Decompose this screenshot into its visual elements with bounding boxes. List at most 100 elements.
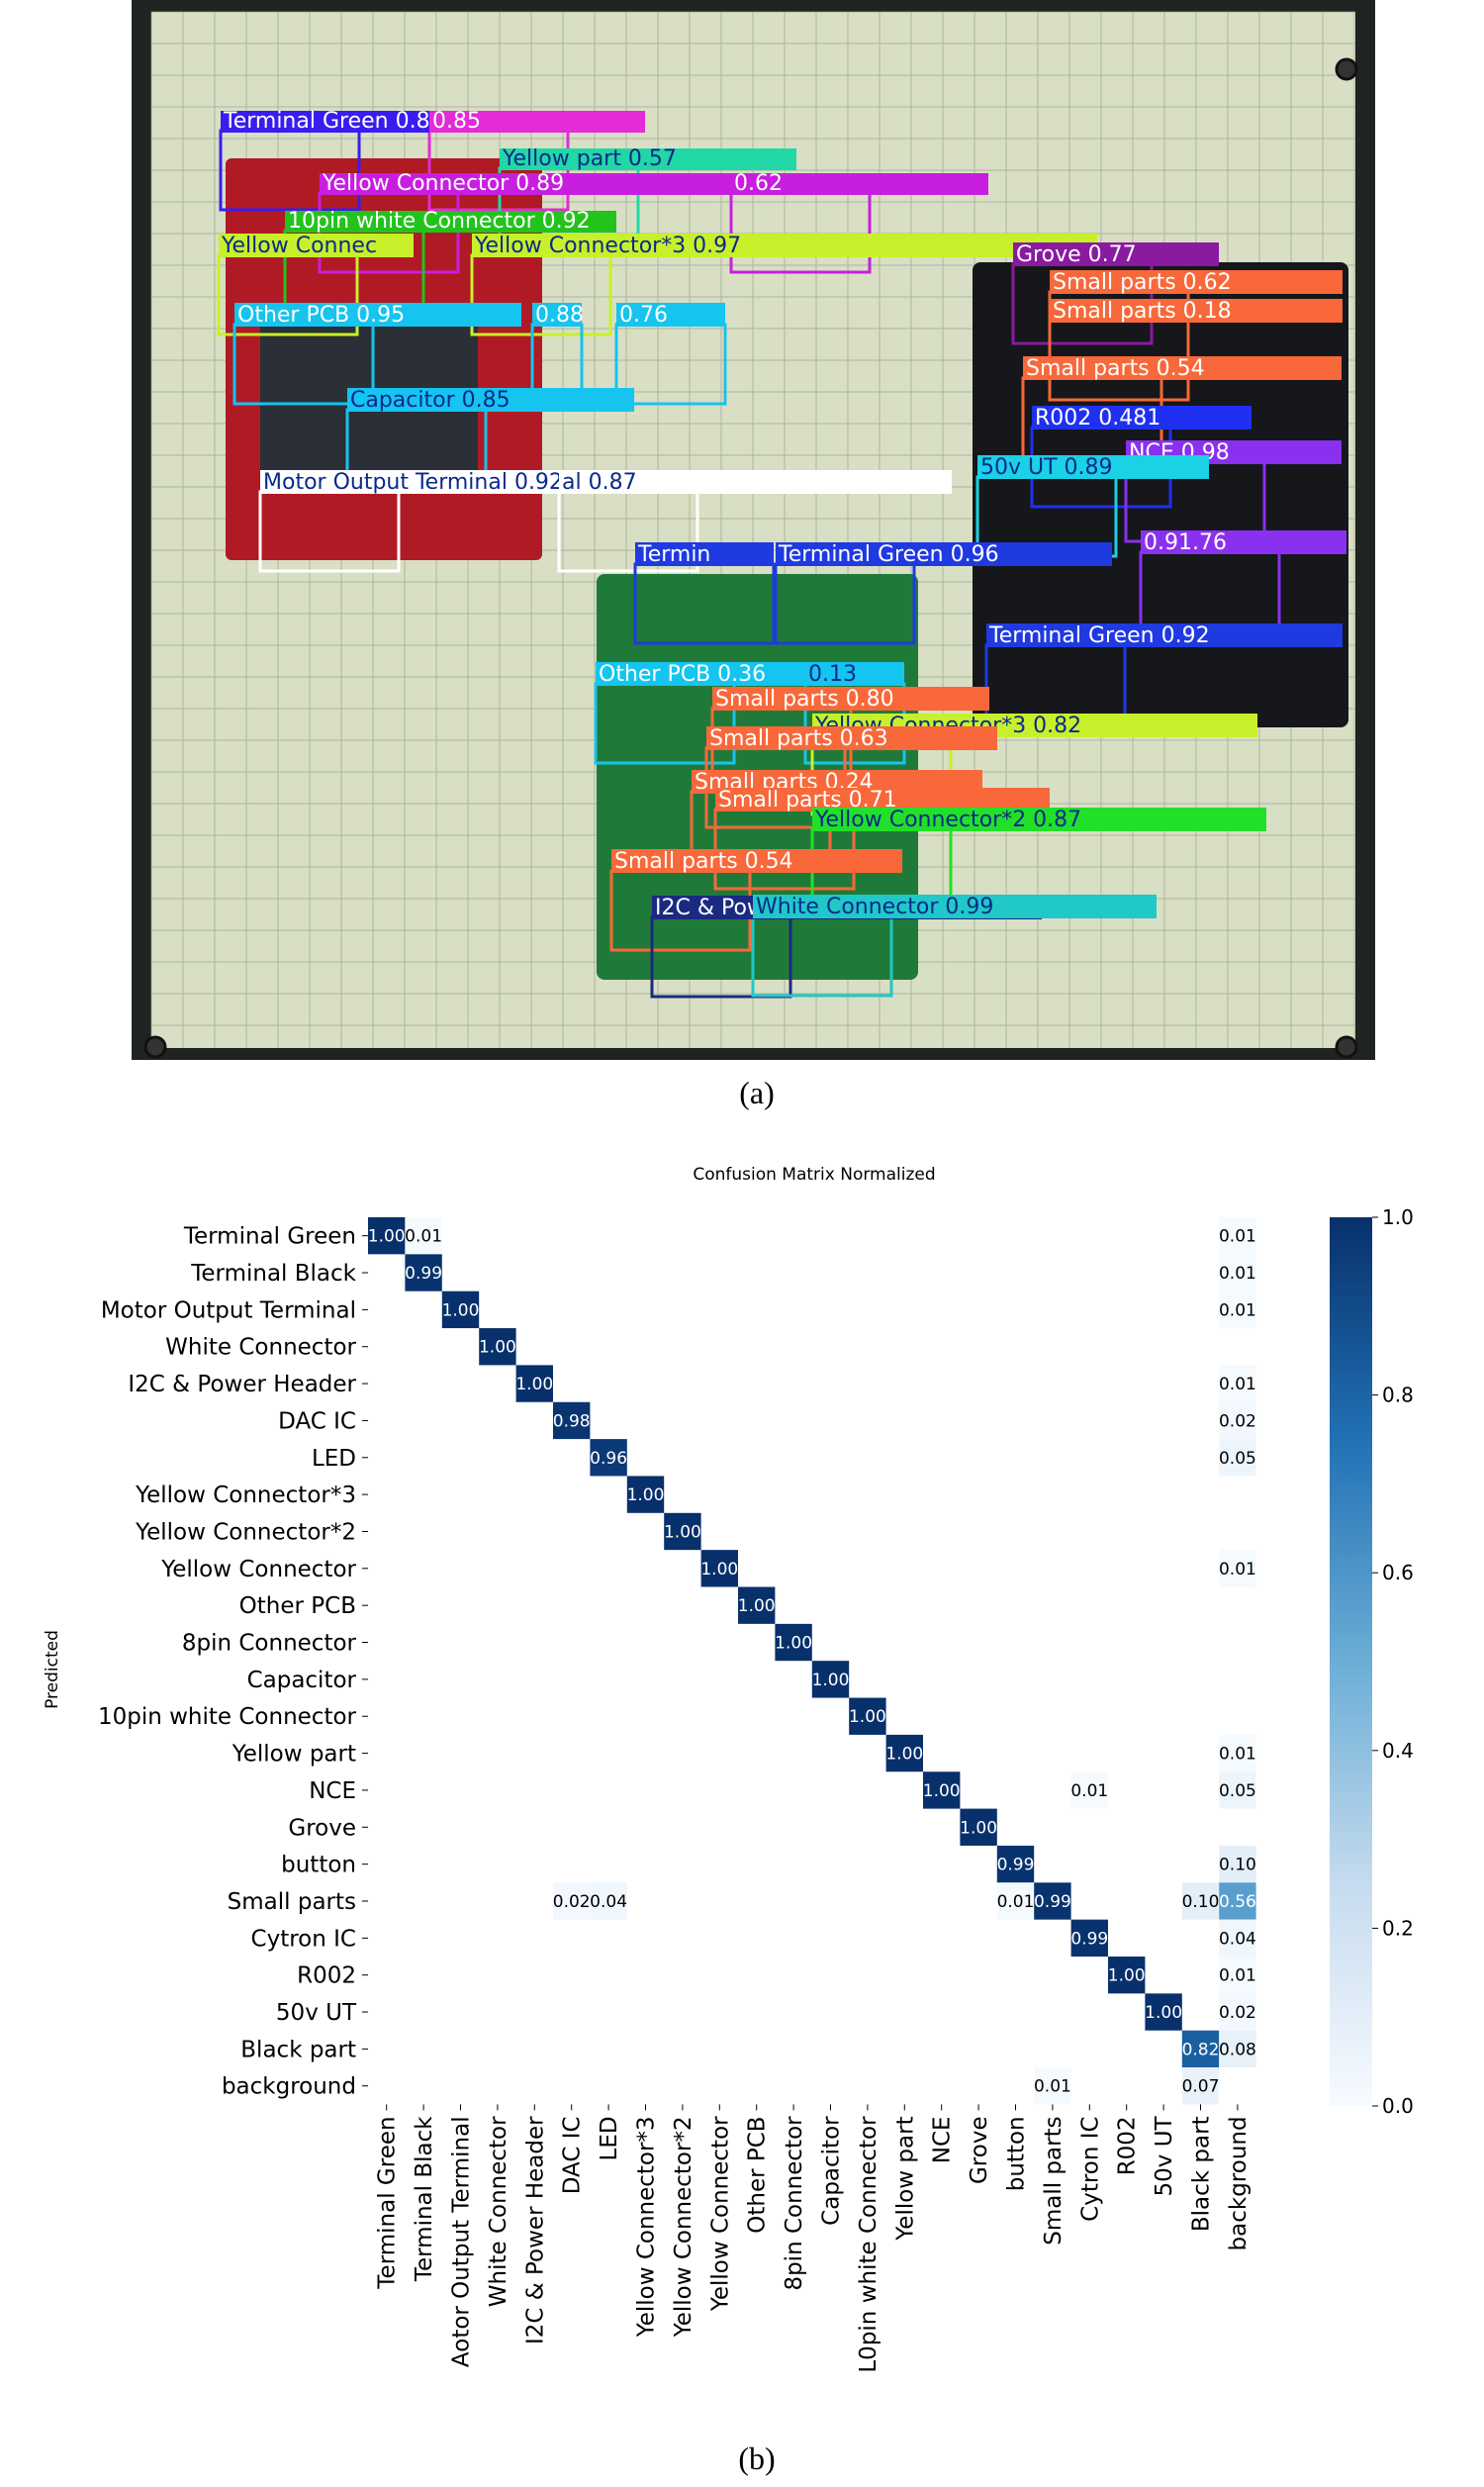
cell-value-label: 0.01 bbox=[1219, 1300, 1256, 1320]
column-label: Terminal Black bbox=[412, 2116, 437, 2282]
column-label: 8pin Connector bbox=[782, 2116, 807, 2291]
cell-value-label: 1.00 bbox=[1108, 1966, 1146, 1986]
cell-value-label: 1.00 bbox=[442, 1300, 480, 1320]
detection-label-bg bbox=[596, 662, 843, 686]
row-label: Grove bbox=[288, 1815, 356, 1841]
detection-label: Small parts 0.18 bbox=[1053, 299, 1232, 324]
column-label: I2C & Power Header bbox=[522, 2116, 548, 2344]
column-label: Yellow Connector*2 bbox=[671, 2116, 696, 2338]
row-label: 50v UT bbox=[276, 2000, 357, 2026]
cell-value-label: 1.00 bbox=[812, 1671, 850, 1690]
detection-label: Grove 0.77 bbox=[1016, 242, 1137, 267]
cell-value-label: 0.01 bbox=[405, 1227, 442, 1247]
cell-value-label: 0.01 bbox=[1034, 2077, 1071, 2097]
detection-label-bg bbox=[706, 726, 997, 750]
heatmap-cell bbox=[1219, 1993, 1256, 2031]
cell-value-label: 1.00 bbox=[627, 1485, 665, 1505]
cell-value-label: 0.01 bbox=[1219, 1227, 1256, 1247]
column-label: background bbox=[1226, 2116, 1252, 2250]
detection-label: al 0.87 bbox=[562, 470, 637, 495]
detection-label: Yellow Connector*2 0.87 bbox=[814, 808, 1081, 832]
heatmap-cell bbox=[1219, 1365, 1256, 1402]
cell-value-label: 1.00 bbox=[700, 1560, 738, 1579]
detection-label: Small parts 0.54 bbox=[1026, 356, 1205, 381]
heatmap-cell bbox=[553, 1401, 591, 1440]
cell-value-label: 0.02 bbox=[1219, 1411, 1256, 1431]
colorbar-tick-label: 0.2 bbox=[1382, 1916, 1414, 1940]
row-label: button bbox=[281, 1853, 356, 1878]
row-label: Other PCB bbox=[239, 1593, 356, 1619]
heatmap-cell bbox=[1219, 1550, 1256, 1587]
cell-value-label: 0.05 bbox=[1219, 1781, 1256, 1801]
detection-label-bg bbox=[986, 623, 1343, 647]
heatmap-cell bbox=[923, 1771, 961, 1809]
cell-value-label: 1.00 bbox=[885, 1745, 923, 1765]
column-label: Grove bbox=[967, 2116, 992, 2184]
cell-value-label: 0.98 bbox=[553, 1411, 591, 1431]
cell-value-label: 0.82 bbox=[1182, 2040, 1220, 2059]
row-label: Capacitor bbox=[247, 1668, 357, 1693]
detection-label-bg bbox=[532, 303, 582, 327]
mount-screw bbox=[143, 1035, 167, 1059]
detection-label: Other PCB 0.36 bbox=[599, 662, 766, 687]
row-label: Cytron IC bbox=[251, 1926, 356, 1952]
cell-value-label: 0.99 bbox=[1034, 1892, 1071, 1912]
heatmap-cell bbox=[590, 1439, 627, 1477]
heatmap-cell bbox=[1219, 1254, 1256, 1291]
column-label: NCE bbox=[930, 2116, 956, 2163]
cell-value-label: 0.96 bbox=[590, 1449, 627, 1469]
detection-label: Small parts 0.54 bbox=[614, 849, 793, 874]
row-label: White Connector bbox=[165, 1335, 356, 1361]
heatmap-cell bbox=[1219, 1401, 1256, 1440]
cell-value-label: 0.99 bbox=[405, 1264, 442, 1284]
detection-label-bg bbox=[812, 808, 1266, 831]
heatmap-cell bbox=[996, 1882, 1035, 1920]
column-label: Capacitor bbox=[819, 2116, 845, 2226]
detection-label: Terminal Green 0.96 bbox=[778, 542, 999, 567]
column-label: Terminal Green bbox=[375, 2116, 401, 2289]
heatmap-cell bbox=[405, 1217, 442, 1255]
heatmap-cell bbox=[1219, 1919, 1256, 1957]
heatmap-cell bbox=[441, 1291, 480, 1329]
caption-b: (b) bbox=[738, 2440, 776, 2476]
cell-value-label: 1.00 bbox=[368, 1227, 406, 1247]
cell-value-label: 1.00 bbox=[849, 1707, 886, 1727]
colorbar-tick-label: 1.0 bbox=[1382, 1205, 1414, 1229]
row-label: 8pin Connector bbox=[182, 1631, 357, 1657]
detection-label: 50v UT 0.89 bbox=[980, 455, 1113, 480]
detection-label: 0.76 bbox=[619, 303, 668, 328]
cell-value-label: 0.08 bbox=[1219, 2040, 1256, 2059]
mount-screw bbox=[1335, 57, 1358, 81]
detection-label: Yellow Connector*3 0.97 bbox=[474, 234, 741, 258]
detection-label: 0.13 bbox=[808, 662, 857, 687]
heatmap-cell bbox=[1181, 2030, 1220, 2068]
detection-label-bg bbox=[805, 662, 904, 686]
detection-label-bg bbox=[977, 455, 1209, 479]
cell-value-label: 0.02 bbox=[553, 1892, 591, 1912]
cell-value-label: 1.00 bbox=[923, 1781, 961, 1801]
heatmap-cell bbox=[1145, 1993, 1182, 2031]
detection-label-bg bbox=[1050, 299, 1343, 323]
heatmap-cell bbox=[1219, 1845, 1256, 1883]
cell-value-label: 0.10 bbox=[1182, 1892, 1220, 1912]
heatmap-cell bbox=[626, 1476, 665, 1513]
heatmap-cell bbox=[1219, 1771, 1256, 1809]
column-label: Yellow Connector*3 bbox=[634, 2116, 660, 2338]
cell-value-label: 0.01 bbox=[1219, 1966, 1256, 1986]
column-label: Yellow part bbox=[892, 2116, 918, 2241]
cell-value-label: 1.00 bbox=[738, 1596, 776, 1616]
heatmap-cell bbox=[664, 1512, 701, 1551]
column-label: LED bbox=[597, 2116, 622, 2160]
detection-label-bg bbox=[1032, 406, 1252, 430]
mount-screw bbox=[1335, 1035, 1358, 1059]
row-label: Terminal Green bbox=[183, 1224, 356, 1250]
detection-label: Yellow Connector 0.89 bbox=[322, 171, 564, 196]
detection-label: 0.91.76 bbox=[1144, 530, 1227, 555]
row-label: 10pin white Connector bbox=[98, 1704, 357, 1730]
detection-label-bg bbox=[221, 111, 458, 133]
detection-label: 0.62 bbox=[734, 171, 783, 196]
cell-value-label: 0.07 bbox=[1182, 2077, 1220, 2097]
detection-label: Yellow Connec bbox=[221, 234, 377, 258]
column-label: Black part bbox=[1189, 2116, 1215, 2232]
column-label: White Connector bbox=[486, 2116, 511, 2307]
